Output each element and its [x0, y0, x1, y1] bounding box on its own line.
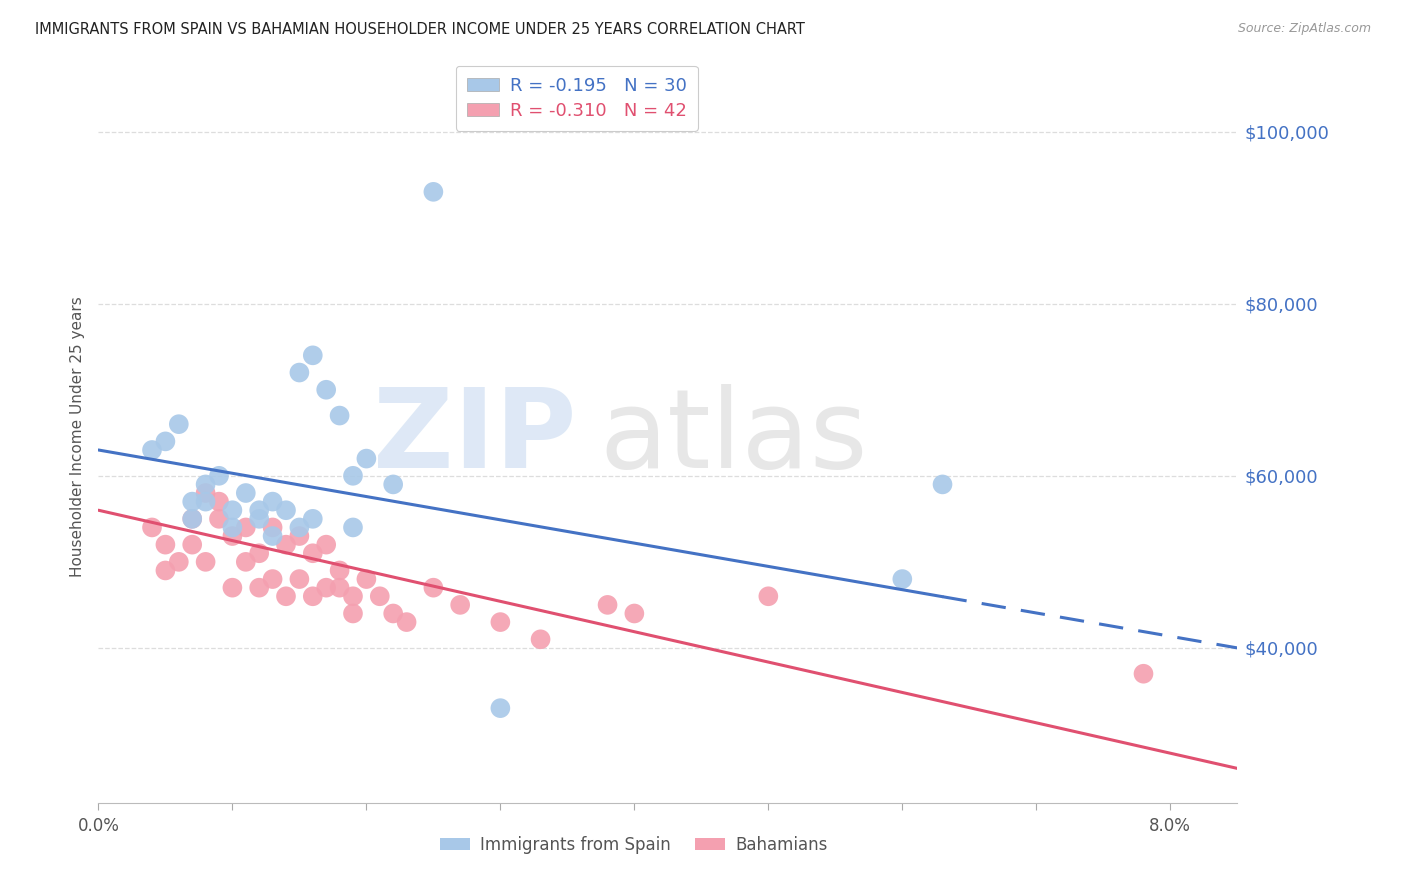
- Point: [288, 366, 311, 380]
- Point: [301, 348, 323, 362]
- Text: IMMIGRANTS FROM SPAIN VS BAHAMIAN HOUSEHOLDER INCOME UNDER 25 YEARS CORRELATION : IMMIGRANTS FROM SPAIN VS BAHAMIAN HOUSEH…: [35, 22, 806, 37]
- Point: [167, 417, 190, 432]
- Point: [235, 486, 257, 500]
- Point: [288, 529, 311, 543]
- Point: [235, 555, 257, 569]
- Text: ZIP: ZIP: [374, 384, 576, 491]
- Point: [208, 468, 231, 483]
- Point: [329, 409, 352, 423]
- Point: [247, 581, 270, 595]
- Point: [194, 486, 217, 500]
- Point: [489, 615, 512, 629]
- Point: [247, 546, 270, 560]
- Point: [247, 512, 270, 526]
- Point: [141, 520, 163, 534]
- Point: [356, 451, 378, 466]
- Point: [194, 555, 217, 569]
- Point: [315, 383, 337, 397]
- Point: [262, 529, 284, 543]
- Point: [529, 632, 551, 647]
- Point: [368, 589, 391, 603]
- Point: [596, 598, 619, 612]
- Point: [274, 538, 297, 552]
- Point: [422, 185, 444, 199]
- Point: [155, 434, 177, 449]
- Point: [489, 701, 512, 715]
- Point: [235, 520, 257, 534]
- Text: Source: ZipAtlas.com: Source: ZipAtlas.com: [1237, 22, 1371, 36]
- Point: [155, 538, 177, 552]
- Point: [194, 477, 217, 491]
- Point: [301, 512, 323, 526]
- Point: [262, 494, 284, 508]
- Point: [208, 512, 231, 526]
- Point: [221, 503, 243, 517]
- Point: [422, 581, 444, 595]
- Point: [342, 607, 364, 621]
- Point: [155, 564, 177, 578]
- Point: [274, 589, 297, 603]
- Point: [288, 520, 311, 534]
- Point: [301, 546, 323, 560]
- Point: [301, 589, 323, 603]
- Point: [262, 520, 284, 534]
- Point: [315, 538, 337, 552]
- Point: [931, 477, 953, 491]
- Point: [181, 512, 204, 526]
- Point: [449, 598, 471, 612]
- Point: [342, 468, 364, 483]
- Legend: Immigrants from Spain, Bahamians: Immigrants from Spain, Bahamians: [433, 829, 834, 860]
- Point: [288, 572, 311, 586]
- Point: [382, 477, 405, 491]
- Point: [274, 503, 297, 517]
- Point: [395, 615, 418, 629]
- Point: [315, 581, 337, 595]
- Point: [181, 512, 204, 526]
- Point: [141, 442, 163, 457]
- Point: [342, 520, 364, 534]
- Point: [1132, 666, 1154, 681]
- Point: [342, 589, 364, 603]
- Point: [329, 564, 352, 578]
- Point: [891, 572, 914, 586]
- Text: atlas: atlas: [599, 384, 868, 491]
- Point: [167, 555, 190, 569]
- Point: [382, 607, 405, 621]
- Point: [756, 589, 779, 603]
- Point: [221, 581, 243, 595]
- Point: [623, 607, 645, 621]
- Point: [221, 520, 243, 534]
- Point: [329, 581, 352, 595]
- Point: [181, 494, 204, 508]
- Point: [221, 529, 243, 543]
- Point: [356, 572, 378, 586]
- Point: [262, 572, 284, 586]
- Point: [208, 494, 231, 508]
- Point: [181, 538, 204, 552]
- Y-axis label: Householder Income Under 25 years: Householder Income Under 25 years: [69, 297, 84, 577]
- Point: [194, 494, 217, 508]
- Point: [247, 503, 270, 517]
